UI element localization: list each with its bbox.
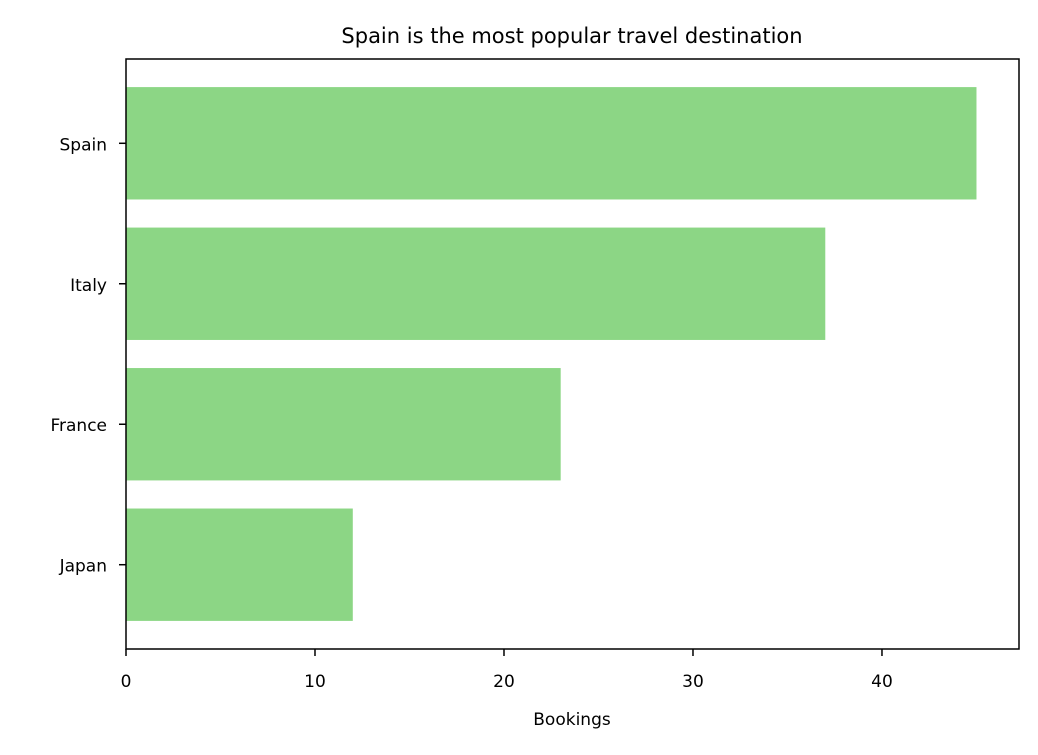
- bar-spain: [126, 87, 977, 200]
- y-tick-label: Japan: [59, 557, 107, 577]
- x-axis-label: Bookings: [533, 710, 611, 730]
- bars-group: [126, 87, 977, 621]
- chart-title: Spain is the most popular travel destina…: [341, 24, 802, 48]
- y-tick-label: France: [50, 416, 107, 436]
- bar-france: [126, 368, 561, 481]
- y-axis: Spain Italy France Japan: [50, 135, 126, 577]
- x-tick-label: 10: [304, 672, 326, 692]
- x-tick-label: 30: [682, 672, 704, 692]
- x-axis: 0 10 20 30 40: [121, 649, 893, 692]
- bar-italy: [126, 227, 826, 340]
- y-tick-label: Italy: [70, 276, 107, 296]
- x-tick-label: 40: [871, 672, 893, 692]
- bar-japan: [126, 508, 353, 621]
- y-tick-label: Spain: [60, 135, 108, 155]
- plot-frame: [125, 58, 1020, 650]
- x-tick-label: 0: [121, 672, 132, 692]
- x-tick-label: 20: [493, 672, 515, 692]
